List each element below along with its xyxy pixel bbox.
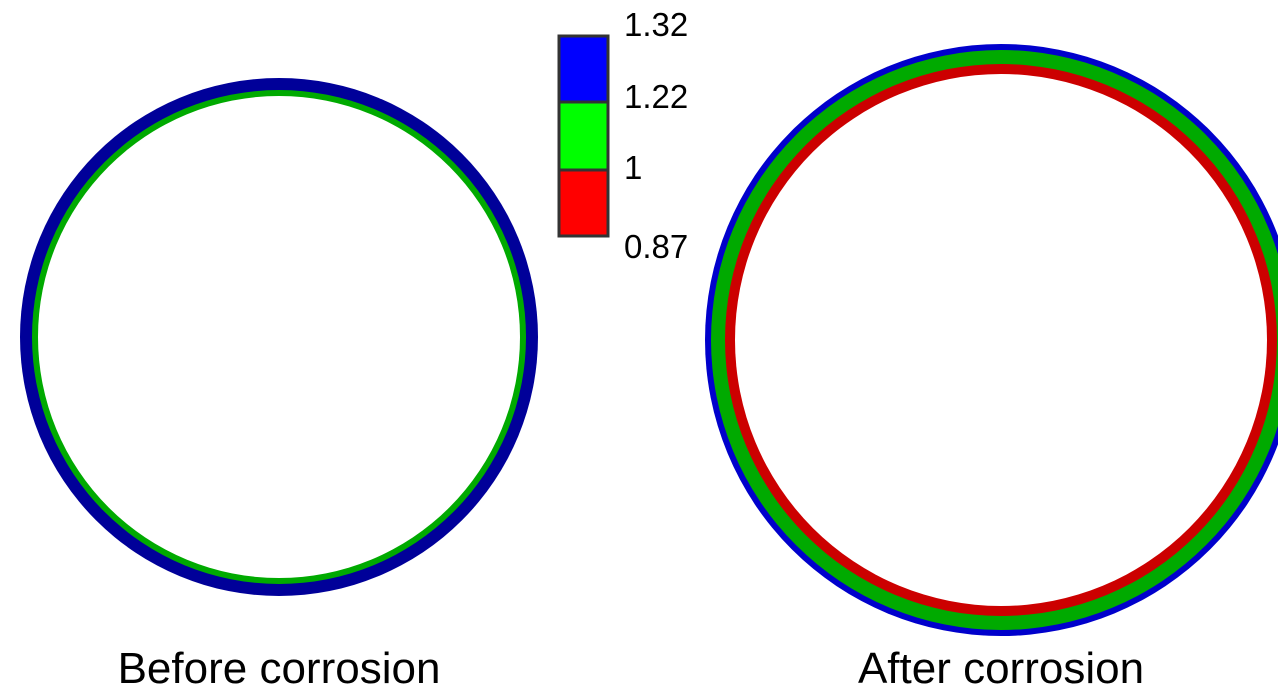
after-hollow [735, 74, 1267, 606]
colorbar-band-red [559, 170, 608, 236]
before-hollow [38, 96, 520, 578]
before-ring [20, 78, 538, 596]
colorbar-tick-label-second: 1.22 [624, 78, 689, 115]
after-caption: After corrosion [857, 644, 1145, 693]
colorbar-band-green [559, 102, 608, 170]
before-caption: Before corrosion [117, 644, 441, 693]
colorbar-tick-label-bottom: 0.87 [624, 228, 689, 265]
colorbar-band-blue [559, 36, 608, 102]
colorbar-frame [557, 34, 610, 238]
colorbar-tick-label-top: 1.32 [624, 6, 689, 43]
colorbar [557, 34, 610, 238]
colorbar-tick-label-third: 1 [624, 149, 643, 186]
after-ring [705, 44, 1278, 636]
